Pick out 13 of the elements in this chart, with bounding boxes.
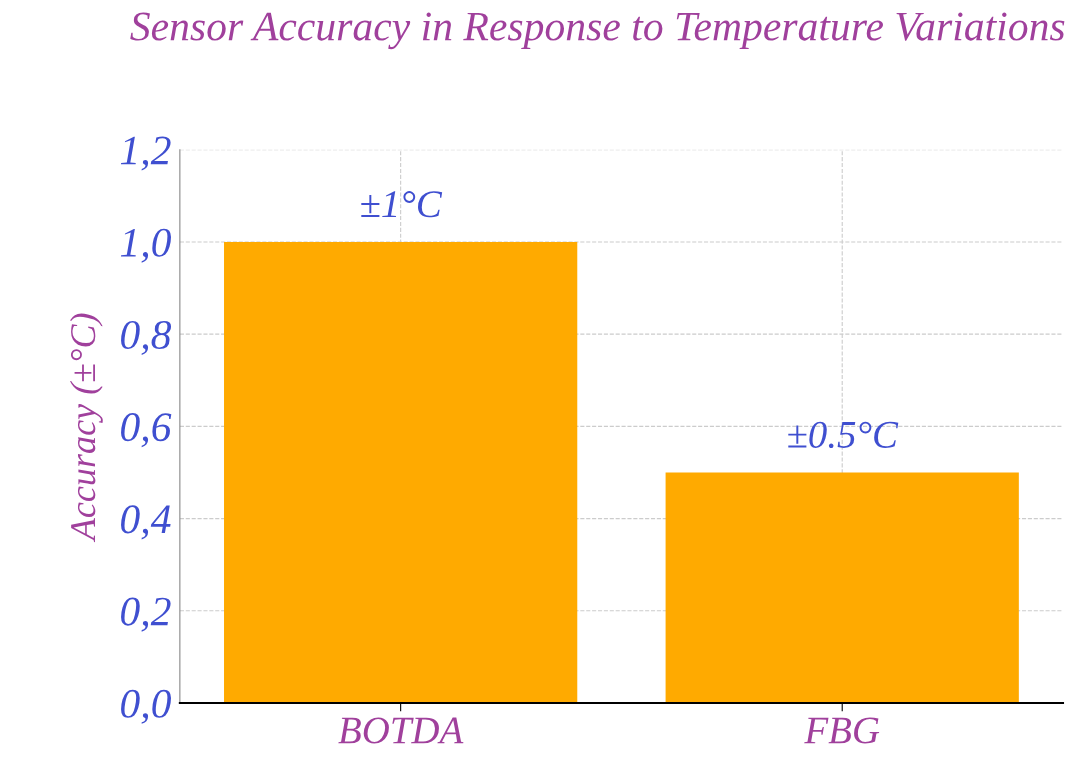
y-tick-label: 0,2	[121, 597, 171, 632]
data-label: ±1°C	[361, 191, 443, 218]
y-tick-label: 0,4	[121, 505, 171, 540]
y-tick-label: 1,2	[120, 136, 171, 171]
y-axis-title: Accuracy (±°C)	[69, 313, 103, 543]
y-tick-label: 0,6	[121, 413, 172, 448]
y-tick-label: 1,0	[120, 228, 171, 263]
data-label: ±0.5°C	[788, 421, 899, 449]
chart-title: Sensor Accuracy in Response to Temperature Variations	[130, 12, 1065, 50]
y-tick-label: 0,0	[121, 689, 171, 724]
x-tick-label: BOTDA	[338, 717, 464, 744]
x-tick-label: FBG	[804, 717, 880, 744]
y-tick-label: 0,8	[121, 320, 172, 356]
